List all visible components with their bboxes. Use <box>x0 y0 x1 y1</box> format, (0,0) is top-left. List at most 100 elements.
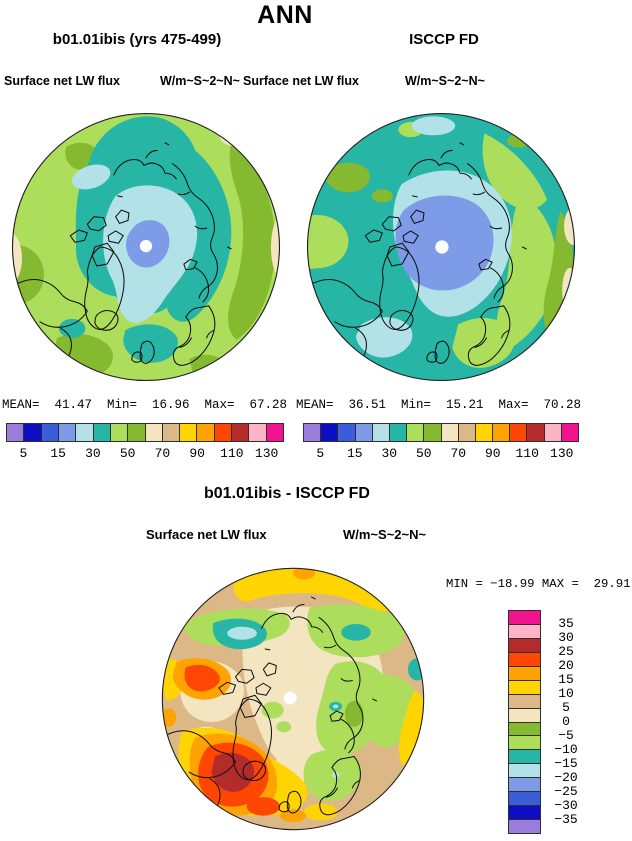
colorbar-cell <box>338 424 356 441</box>
colorbar-tick-label: −20 <box>554 770 578 785</box>
colorbar-cell <box>197 424 215 441</box>
model-map-fill <box>12 113 280 381</box>
colorbar-cell <box>509 820 540 833</box>
colorbar-tick-label: 70 <box>154 446 171 461</box>
colorbar-cell <box>509 680 540 695</box>
colorbar-cell <box>232 424 250 441</box>
colorbar-cell <box>527 424 545 441</box>
colorbar-cell <box>509 611 540 625</box>
obs-colorbar-ticks: 5 15 30 50 70 90 110 130 <box>303 446 579 462</box>
colorbar-tick-label: 35 <box>558 616 574 631</box>
colorbar-cell <box>145 424 163 441</box>
colorbar-cell <box>110 424 129 441</box>
colorbar-tick-label: 90 <box>484 446 501 461</box>
colorbar-tick-label: 15 <box>346 446 363 461</box>
obs-map-fill <box>307 113 575 381</box>
obs-panel-title: ISCCP FD <box>409 31 479 48</box>
colorbar-cell <box>41 424 59 441</box>
colorbar-cell <box>509 750 540 765</box>
colorbar-cell <box>389 424 408 441</box>
pole-dot <box>435 240 449 254</box>
colorbar-cell <box>509 778 540 793</box>
colorbar-tick-label: 30 <box>85 446 101 461</box>
colorbar-tick-label: 0 <box>562 714 570 729</box>
colorbar-tick-label: 15 <box>558 672 574 687</box>
model-variable-label: Surface net LW flux <box>4 74 120 88</box>
colorbar-tick-label: 20 <box>558 658 574 673</box>
colorbar-tick-label: 25 <box>558 644 574 659</box>
model-units-label: W/m~S~2~N~ <box>160 74 240 88</box>
colorbar-tick-label: 5 <box>562 700 570 715</box>
colorbar-cell <box>509 764 540 779</box>
diff-map <box>161 567 425 831</box>
colorbar-cell <box>509 652 540 667</box>
diff-colorbar <box>508 610 541 834</box>
colorbar-cell <box>249 424 267 441</box>
colorbar-tick-label: 130 <box>550 446 574 461</box>
colorbar-tick-label: 30 <box>381 446 398 461</box>
map-boundary-circle <box>11 112 281 382</box>
diff-map-fill <box>162 568 424 830</box>
colorbar-cell <box>509 624 540 639</box>
diff-colorbar-labels: 35 30 25 20 15 10 5 0 −5 −10 −15 −20 −25 −30 −35 <box>544 610 588 834</box>
colorbar-cell <box>544 424 562 441</box>
colorbar-cell <box>509 694 540 709</box>
colorbar-tick-label: 5 <box>19 446 28 461</box>
colorbar-cell <box>441 424 459 441</box>
colorbar-cell <box>509 722 540 737</box>
colorbar-cell <box>407 424 425 441</box>
model-colorbar <box>6 423 284 442</box>
colorbar-tick-label: 90 <box>189 446 205 461</box>
colorbar-cell <box>509 736 540 751</box>
model-panel-title: b01.01ibis (yrs 475-499) <box>52 31 222 48</box>
colorbar-tick-label: 15 <box>50 446 66 461</box>
colorbar-cell <box>162 424 181 441</box>
diff-variable-label: Surface net LW flux <box>146 527 267 542</box>
obs-stats-line: MEAN= 36.51 Min= 15.21 Max= 70.28 <box>296 398 582 412</box>
model-stats-line: MEAN= 41.47 Min= 16.96 Max= 67.28 <box>2 398 288 412</box>
map-boundary-circle <box>161 567 425 831</box>
colorbar-tick-label: 50 <box>415 446 432 461</box>
colorbar-tick-label: 130 <box>254 446 279 461</box>
colorbar-cell <box>7 424 25 441</box>
colorbar-cell <box>372 424 390 441</box>
colorbar-tick-label: −30 <box>554 798 578 813</box>
colorbar-cell <box>76 424 94 441</box>
colorbar-cell <box>24 424 42 441</box>
diff-stats-line: MIN = −18.99 MAX = 29.91 <box>446 577 631 591</box>
obs-map <box>306 112 576 382</box>
map-boundary-circle <box>306 112 576 382</box>
colorbar-tick-label: −25 <box>554 784 578 799</box>
colorbar-cell <box>355 424 373 441</box>
figure-title: ANN <box>257 1 313 29</box>
colorbar-cell <box>509 708 540 723</box>
colorbar-cell <box>180 424 198 441</box>
obs-units-label: W/m~S~2~N~ <box>405 74 485 88</box>
colorbar-tick-label: 5 <box>316 446 325 461</box>
colorbar-tick-label: 50 <box>119 446 136 461</box>
colorbar-cell <box>214 424 233 441</box>
colorbar-cell <box>509 638 540 653</box>
model-map <box>11 112 281 382</box>
colorbar-cell <box>509 666 540 681</box>
colorbar-tick-label: 30 <box>558 630 574 645</box>
colorbar-cell <box>493 424 511 441</box>
pole-dot <box>283 691 297 705</box>
pole-dot <box>139 239 153 253</box>
diff-panel-title: b01.01ibis - ISCCP FD <box>204 485 370 502</box>
colorbar-cell <box>561 424 578 441</box>
model-colorbar-ticks: 5 15 30 50 70 90 110 130 <box>6 446 284 462</box>
diff-units-label: W/m~S~2~N~ <box>343 527 427 542</box>
colorbar-cell <box>458 424 476 441</box>
colorbar-cell <box>266 424 283 441</box>
colorbar-tick-label: 10 <box>558 686 574 701</box>
colorbar-cell <box>475 424 494 441</box>
colorbar-cell <box>321 424 339 441</box>
colorbar-cell <box>304 424 322 441</box>
colorbar-cell <box>58 424 77 441</box>
colorbar-cell <box>509 792 540 807</box>
colorbar-cell <box>128 424 146 441</box>
obs-variable-label: Surface net LW flux <box>243 74 359 88</box>
colorbar-tick-label: 110 <box>515 446 539 461</box>
obs-colorbar <box>303 423 579 442</box>
